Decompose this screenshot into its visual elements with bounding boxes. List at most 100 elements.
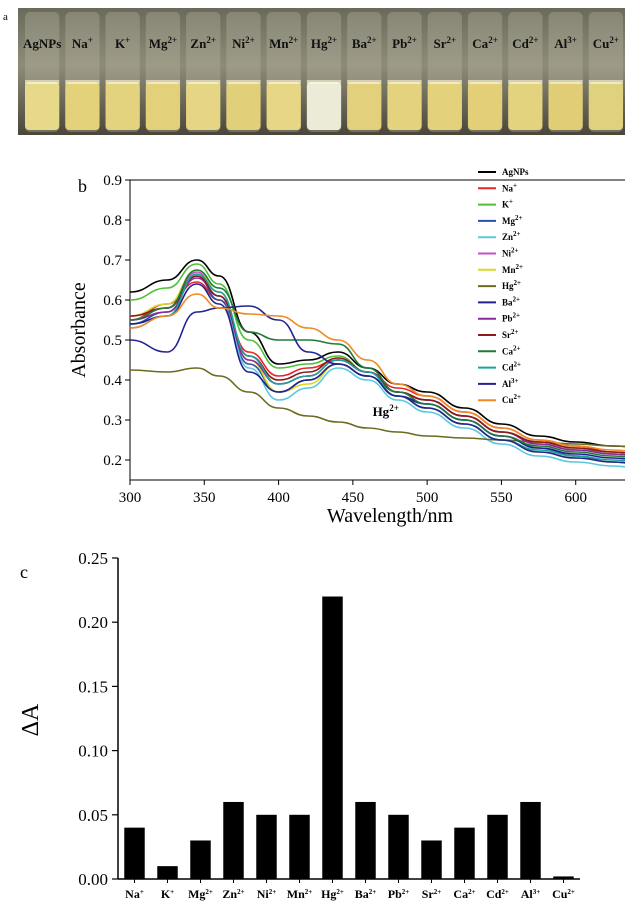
vial: AgNPs	[23, 12, 61, 132]
legend-label: Sr2+	[502, 328, 519, 340]
vial-meniscus	[548, 80, 583, 84]
vial: Pb2+	[387, 12, 422, 132]
legend-label: K+	[502, 198, 513, 210]
legend-label: AgNPs	[502, 167, 529, 177]
bar	[190, 840, 211, 879]
bar	[223, 801, 244, 879]
bar-x-tick-label: Ni2+	[257, 887, 277, 901]
vial: Al3+	[548, 12, 583, 132]
bar	[256, 814, 277, 879]
spectra-x-tick-label: 400	[267, 490, 290, 506]
spectra-x-tick-label: 300	[119, 490, 142, 506]
bar-y-tick-label: 0.15	[78, 677, 108, 696]
spectra-legend: AgNPs Na+ K+ Mg2+ Zn2+ Ni2+ Mn2+ Hg2+ Ba2+ Pb2+ Sr…	[478, 167, 529, 405]
vial-liquid	[25, 82, 60, 130]
spectra-y-tick-label: 0.3	[103, 413, 122, 429]
hg-annotation: Hg2+	[373, 403, 399, 419]
legend-label: Zn2+	[502, 230, 521, 242]
vial-meniscus	[145, 80, 181, 84]
bar-x-tick-label: Hg2+	[321, 887, 344, 901]
spectra-y-tick-label: 0.8	[103, 213, 122, 229]
bar-y-tick-label: 0.10	[78, 742, 108, 761]
vial-meniscus	[427, 80, 462, 84]
vial-label: Mn2+	[269, 35, 298, 51]
spectra-y-tick-label: 0.6	[103, 293, 122, 309]
vial-liquid	[427, 82, 462, 130]
vial-meniscus	[467, 80, 503, 84]
vial-label: Mg2+	[149, 35, 177, 51]
bar	[487, 814, 508, 879]
panel-label-c: c	[20, 562, 28, 582]
bar	[553, 876, 574, 879]
bar-x-tick-label: Mn2+	[287, 887, 313, 901]
vial: Ca2+	[467, 12, 503, 132]
vial-liquid	[306, 82, 342, 130]
vial-liquid	[347, 82, 382, 130]
vial: Cd2+	[508, 12, 543, 132]
vial-label: K+	[115, 35, 130, 51]
bar-y-axis-title: ΔA	[18, 703, 44, 736]
bar-x-tick-label: Cu2+	[552, 887, 575, 901]
vial: Mn2+	[266, 12, 301, 132]
vial-liquid	[105, 82, 140, 130]
spectra-x-tick-label: 450	[342, 490, 365, 506]
bar	[421, 840, 442, 879]
spectrum-line-cd	[129, 273, 625, 462]
bar-x-tick-label: Ba2+	[355, 887, 377, 901]
vial-liquid	[226, 82, 261, 130]
vial-meniscus	[508, 80, 543, 84]
vial-meniscus	[347, 80, 382, 84]
spectra-y-tick-label: 0.5	[103, 333, 122, 349]
spectrum-line-hg	[129, 367, 625, 448]
panel-label-a: a	[3, 11, 8, 23]
vial-meniscus	[25, 80, 60, 84]
spectra-plot-area	[129, 179, 625, 481]
bar	[388, 814, 409, 879]
vial: Hg2+	[306, 12, 342, 132]
vial-meniscus	[588, 80, 623, 84]
spectra-y-tick-label: 0.9	[103, 173, 122, 189]
bar	[322, 596, 343, 879]
bar	[520, 801, 541, 879]
vial-label: Ca2+	[472, 35, 498, 51]
vial-liquid	[588, 82, 623, 130]
vial-label: Zn2+	[190, 35, 216, 51]
spectra-x-tick-label: 350	[193, 490, 216, 506]
vial-label: Ni2+	[232, 35, 255, 51]
vial: Zn2+	[186, 12, 221, 132]
legend-label: Ca2+	[502, 344, 521, 356]
legend-label: Ni2+	[502, 247, 519, 259]
vial-meniscus	[105, 80, 140, 84]
spectra-x-tick-label: 550	[490, 490, 513, 506]
vial-label: Ba2+	[352, 35, 377, 51]
spectrum-line-al	[129, 305, 625, 464]
vial-meniscus	[186, 80, 221, 84]
bar-x-tick-label: Pb2+	[388, 887, 410, 901]
spectra-x-tick-label: 500	[416, 490, 439, 506]
spectra-y-tick-label: 0.4	[103, 373, 122, 389]
vial-liquid	[266, 82, 301, 130]
vial-label: Al3+	[554, 35, 577, 51]
legend-label: Mg2+	[502, 214, 523, 226]
vial-liquid	[508, 82, 543, 130]
vial-photo: a AgNPs Na+ K+ Mg2+ Zn2+ Ni2+ Mn2+ Hg2+ Ba2+ Pb2+…	[3, 8, 625, 135]
vial-label: Cd2+	[512, 35, 538, 51]
bar-x-tick-label: Na+	[125, 887, 144, 901]
spectra-y-tick-label: 0.2	[103, 453, 122, 469]
legend-label: Pb2+	[502, 312, 520, 324]
bar-x-tick-label: Al3+	[521, 887, 541, 901]
panel-label-b: b	[78, 176, 87, 196]
delta-a-bar-chart: c 0.00 0.05 0.10 0.15 0.20 0.25 Na+ K+ Mg2+ Zn2+ N…	[18, 549, 580, 901]
spectra-y-axis-title: Absorbance	[68, 282, 90, 378]
vial: Sr2+	[427, 12, 462, 132]
legend-label: Al3+	[502, 377, 519, 389]
bar-y-tick-label: 0.20	[78, 613, 108, 632]
vial-meniscus	[65, 80, 100, 84]
spectra-chart: b 3003504004505005506006500.20.30.40.50.…	[68, 167, 625, 527]
legend-label: Ba2+	[502, 295, 520, 307]
bar	[454, 827, 475, 879]
vial: Ba2+	[347, 12, 382, 132]
spectrum-line-pb	[129, 277, 625, 456]
legend-label: Cu2+	[502, 393, 521, 405]
vial-label: Na+	[72, 35, 93, 51]
